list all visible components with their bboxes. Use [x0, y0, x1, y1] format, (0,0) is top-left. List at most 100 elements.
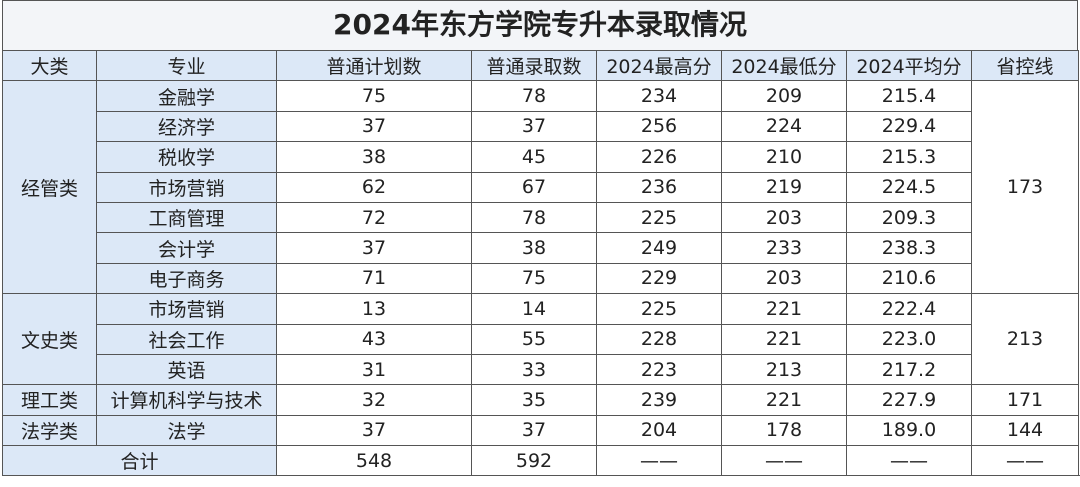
header-cell: 普通录取数 — [471, 49, 597, 82]
avg-score-cell: 229.4 — [846, 110, 972, 143]
avg-score-cell: 224.5 — [846, 171, 972, 203]
major-cell: 计算机科学与技术 — [96, 384, 277, 416]
data-row: 文史类 市场营销 13 14 225 221 222.4 213 — [2, 293, 1079, 386]
avg-score-cell: 227.9 — [846, 384, 972, 416]
header-cell: 普通计划数 — [276, 49, 472, 82]
avg-score-cell: 238.3 — [846, 232, 972, 264]
admitted-cell: 67 — [471, 171, 597, 203]
header-cell: 2024平均分 — [846, 49, 972, 82]
avg-score-cell: 217.2 — [846, 353, 972, 386]
admitted-cell: 78 — [471, 201, 597, 234]
major-cell: 金融学 — [96, 80, 277, 112]
major-cell: 电子商务 — [96, 262, 277, 295]
major-cell: 市场营销 — [96, 171, 277, 203]
avg-score-cell: 222.4 — [846, 293, 972, 325]
plan-cell: 38 — [276, 141, 472, 173]
min-score-cell: 233 — [721, 232, 847, 264]
admitted-cell: 78 — [471, 80, 597, 112]
data-row: 会计学 37 38 249 233 238.3 — [3, 232, 1079, 264]
admitted-cell: 45 — [471, 141, 597, 173]
header-cell: 省控线 — [971, 49, 1079, 82]
total-cell: 592 — [471, 445, 597, 477]
max-score-cell: 229 — [596, 262, 722, 295]
plan-cell: 43 — [276, 323, 472, 355]
min-score-cell: 178 — [721, 414, 847, 447]
max-score-cell: 225 — [596, 293, 722, 325]
avg-score-cell: 210.6 — [846, 262, 972, 295]
total-cell: —— — [596, 445, 722, 477]
category-cell: 经管类 — [2, 80, 97, 295]
major-cell: 税收学 — [96, 141, 277, 173]
admitted-cell: 75 — [471, 262, 597, 295]
plan-cell: 37 — [276, 110, 472, 143]
data-row: 经管类 金融学 75 78 234 209 215.4 173 — [2, 80, 1079, 295]
min-score-cell: 221 — [721, 293, 847, 325]
total-label: 合计 — [2, 445, 277, 477]
min-score-cell: 213 — [721, 353, 847, 386]
min-score-cell: 221 — [721, 323, 847, 355]
min-score-cell: 224 — [721, 110, 847, 143]
data-row: 社会工作 43 55 228 221 223.0 — [3, 323, 1079, 355]
data-row: 工商管理 72 78 225 203 209.3 — [3, 201, 1079, 234]
header-cell: 大类 — [2, 49, 97, 82]
avg-score-cell: 215.4 — [846, 80, 972, 112]
header-cell: 专业 — [96, 49, 277, 82]
avg-score-cell: 223.0 — [846, 323, 972, 355]
total-cell: —— — [846, 445, 972, 477]
plan-cell: 37 — [276, 414, 472, 447]
min-score-cell: 219 — [721, 171, 847, 203]
major-cell: 英语 — [96, 353, 277, 386]
max-score-cell: 239 — [596, 384, 722, 416]
category-cell: 法学类 — [2, 414, 97, 447]
plan-cell: 62 — [276, 171, 472, 203]
min-score-cell: 221 — [721, 384, 847, 416]
avg-score-cell: 189.0 — [846, 414, 972, 447]
min-score-cell: 203 — [721, 201, 847, 234]
max-score-cell: 256 — [596, 110, 722, 143]
major-cell: 社会工作 — [96, 323, 277, 355]
control-line-cell: 144 — [971, 414, 1079, 447]
category-cell: 文史类 — [2, 293, 97, 386]
max-score-cell: 236 — [596, 171, 722, 203]
data-row: 电子商务 71 75 229 203 210.6 — [3, 262, 1079, 295]
min-score-cell: 209 — [721, 80, 847, 112]
control-line-cell: 213 — [971, 293, 1079, 386]
max-score-cell: 204 — [596, 414, 722, 447]
total-cell: —— — [971, 445, 1079, 477]
min-score-cell: 210 — [721, 141, 847, 173]
major-cell: 工商管理 — [96, 201, 277, 234]
plan-cell: 71 — [276, 262, 472, 295]
max-score-cell: 225 — [596, 201, 722, 234]
major-cell: 法学 — [96, 414, 277, 447]
max-score-cell: 226 — [596, 141, 722, 173]
plan-cell: 72 — [276, 201, 472, 234]
major-cell: 市场营销 — [96, 293, 277, 325]
data-row: 英语 31 33 223 213 217.2 — [3, 353, 1079, 386]
plan-cell: 75 — [276, 80, 472, 112]
total-row: 合计 548 592 —— —— —— —— — [2, 445, 1079, 477]
total-cell: 548 — [276, 445, 472, 477]
min-score-cell: 203 — [721, 262, 847, 295]
admitted-cell: 14 — [471, 293, 597, 325]
table-title: 2024年东方学院专升本录取情况 — [2, 0, 1078, 50]
control-line-cell: 171 — [971, 384, 1079, 416]
header-cell: 2024最低分 — [721, 49, 847, 82]
control-line-cell: 173 — [971, 80, 1079, 295]
header-row: 大类 专业 普通计划数 普通录取数 2024最高分 2024最低分 2024平均分 省控线 — [2, 49, 1079, 82]
plan-cell: 32 — [276, 384, 472, 416]
plan-cell: 37 — [276, 232, 472, 264]
admission-table: 大类 专业 普通计划数 普通录取数 2024最高分 2024最低分 2024平均分 省控线 经管… — [2, 49, 1079, 477]
data-row: 税收学 38 45 226 210 215.3 — [3, 141, 1079, 173]
total-cell: —— — [721, 445, 847, 477]
max-score-cell: 249 — [596, 232, 722, 264]
max-score-cell: 234 — [596, 80, 722, 112]
admitted-cell: 55 — [471, 323, 597, 355]
data-row: 经济学 37 37 256 224 229.4 — [3, 110, 1079, 143]
plan-cell: 31 — [276, 353, 472, 386]
max-score-cell: 223 — [596, 353, 722, 386]
admitted-cell: 35 — [471, 384, 597, 416]
category-cell: 理工类 — [2, 384, 97, 416]
data-row: 法学类 法学 37 37 204 178 189.0 144 — [2, 414, 1079, 447]
avg-score-cell: 209.3 — [846, 201, 972, 234]
